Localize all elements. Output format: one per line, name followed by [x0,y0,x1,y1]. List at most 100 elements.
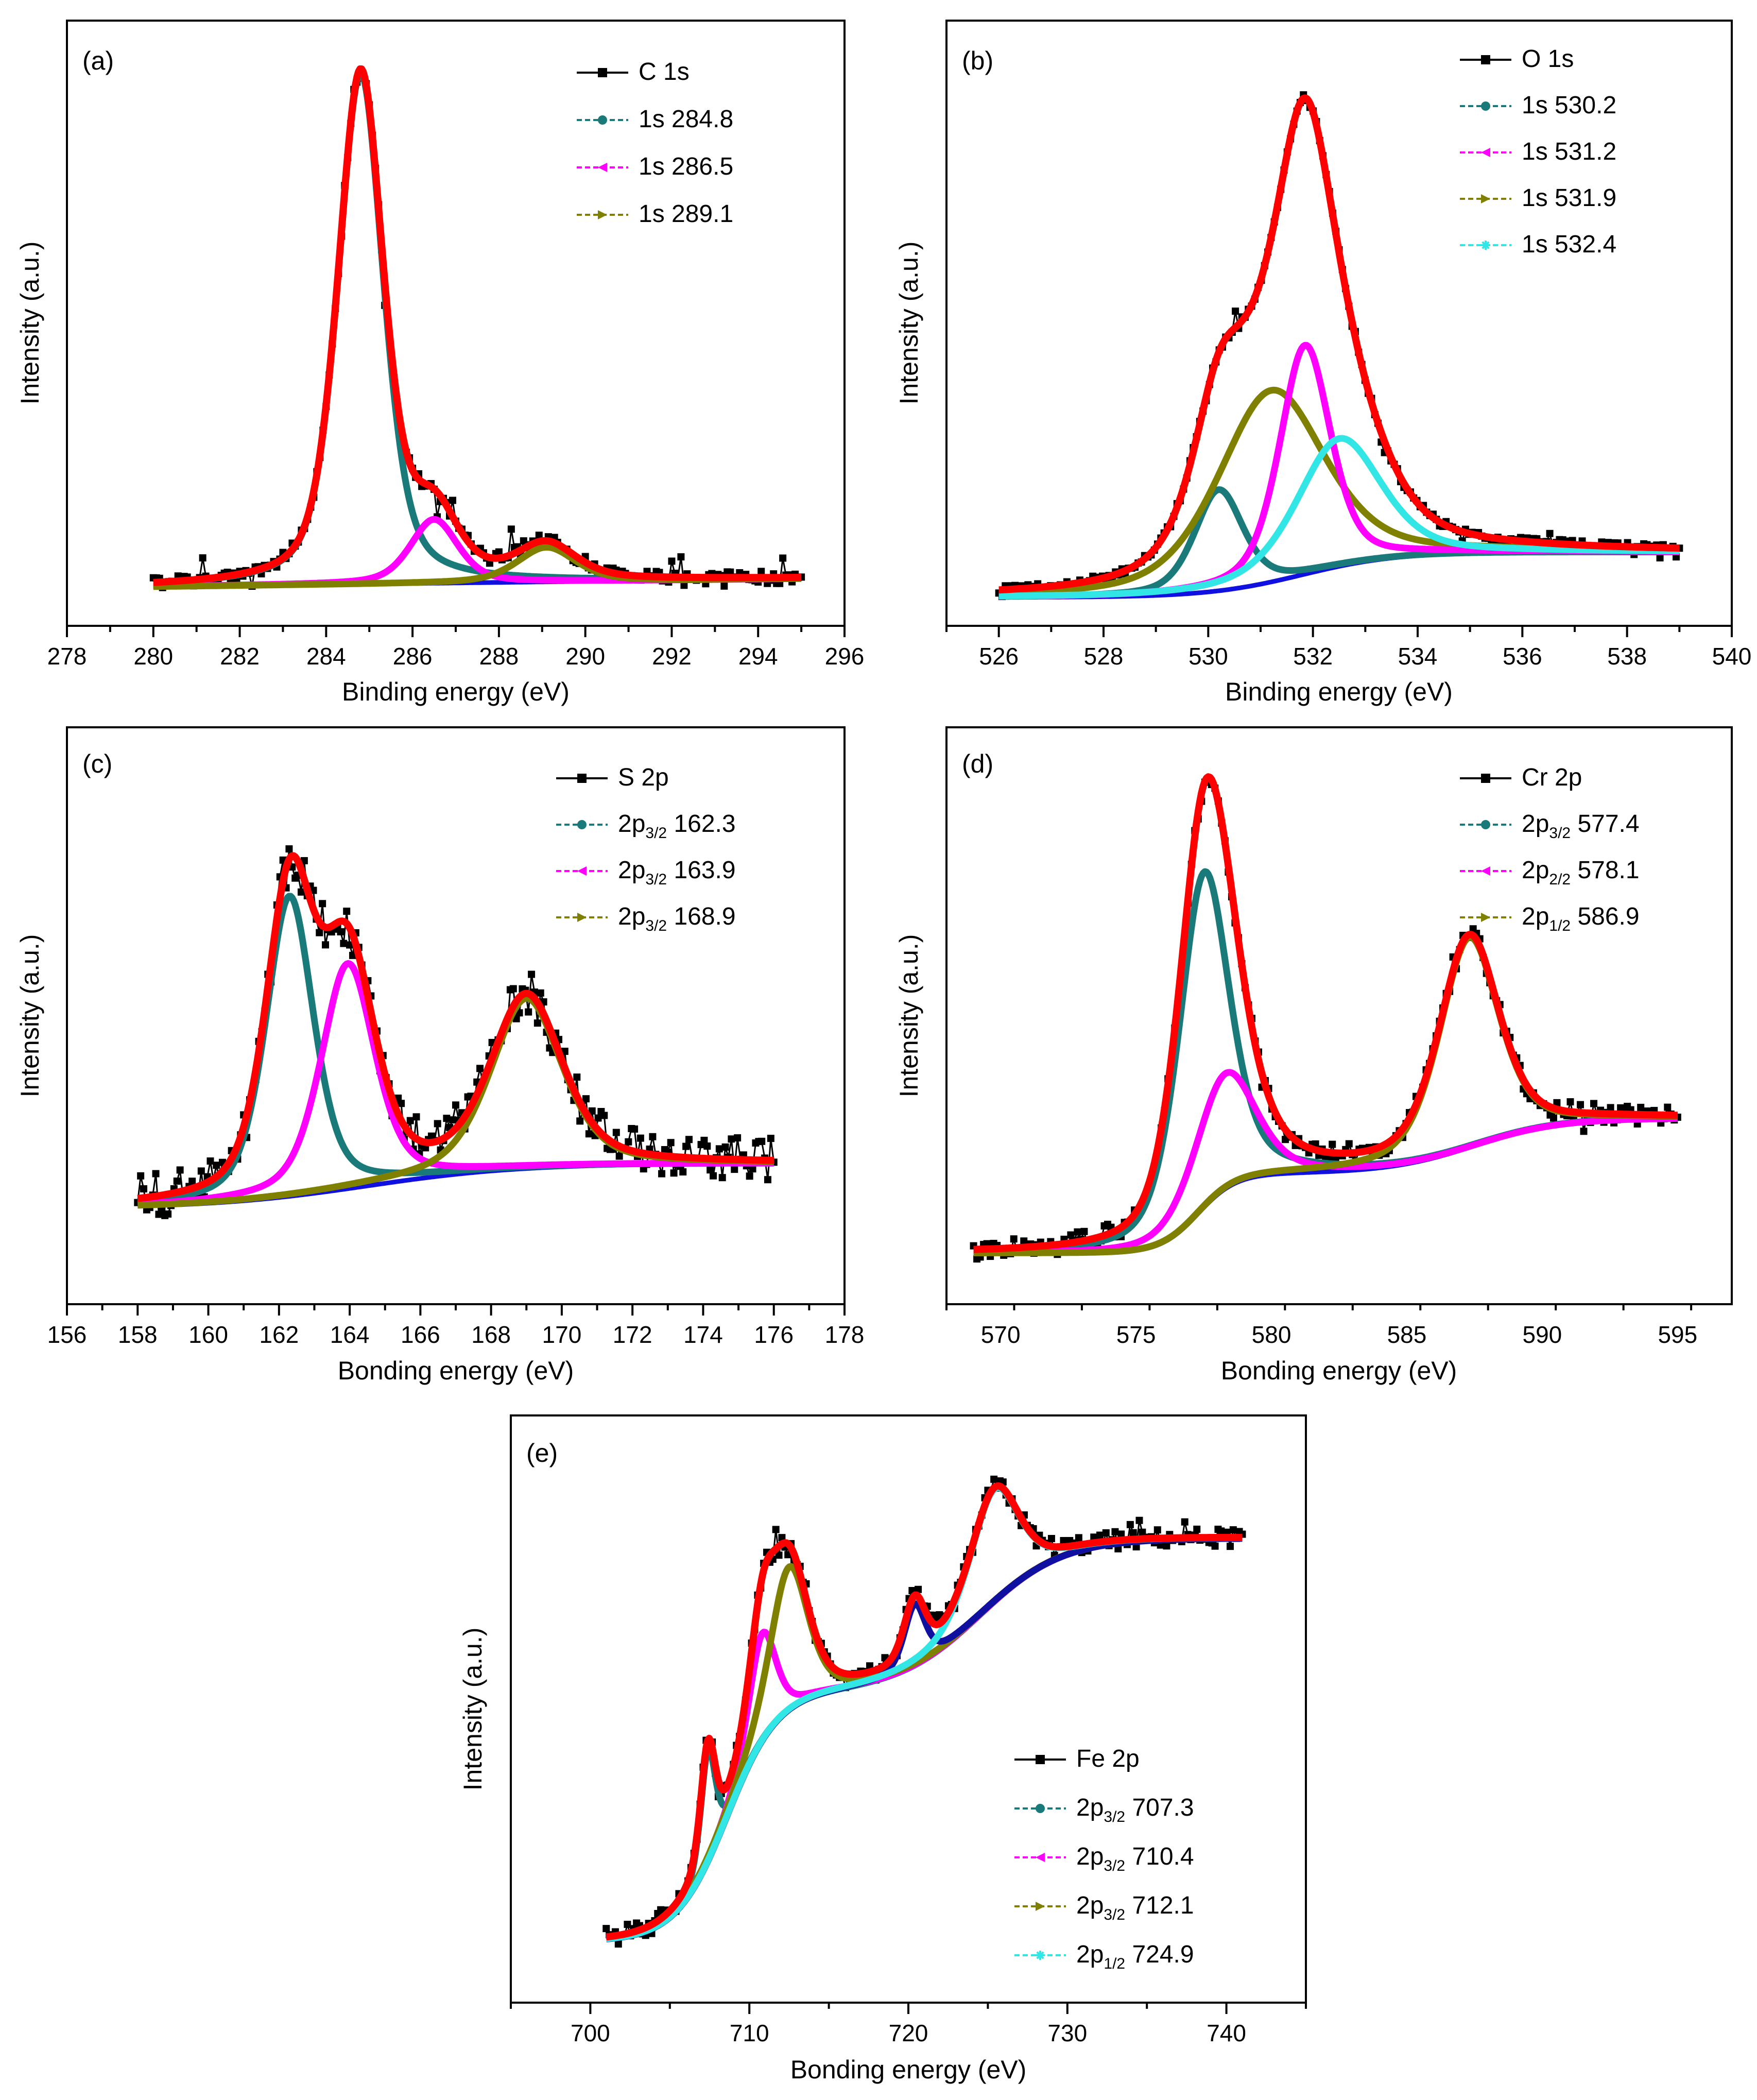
legend-marker [1036,1951,1045,1960]
raw-data-point [718,1174,726,1182]
raw-data-point [1345,1140,1353,1148]
legend-label: 1s 531.2 [1522,138,1616,165]
x-tick-label: 528 [1084,643,1124,670]
raw-data-point [316,929,323,936]
x-tick-label: 166 [401,1321,440,1348]
raw-data-point [452,1101,459,1109]
envelope-fit-line [996,94,1682,594]
x-tick-label: 526 [979,643,1019,670]
raw-data-point [1075,1534,1082,1542]
x-tick-label: 286 [393,643,433,670]
raw-data-point [734,1134,742,1142]
raw-data-point [509,985,517,993]
plot-frame [945,20,1733,627]
x-tick-label: 720 [889,2020,928,2046]
raw-data-point [720,582,728,590]
legend-entry: Fe 2p [1014,1745,1140,1772]
raw-data-point [668,557,676,565]
legend: C 1s 1s 284.8 1s 286.5 1s 289.1 [577,58,733,228]
raw-data-point [1117,1530,1125,1538]
x-tick-label: 170 [542,1321,582,1348]
curves [149,65,805,591]
legend-label: 1s 286.5 [639,153,733,180]
raw-data-point [164,1210,172,1218]
raw-data-point [1080,1227,1088,1235]
legend-entry: 2p3/2 168.9 [556,903,736,934]
raw-data-point [1074,1228,1081,1236]
x-tick-label: 278 [47,643,87,670]
raw-data-point [1549,1114,1557,1122]
raw-data-point [990,1475,998,1483]
raw-data-point [337,928,344,935]
raw-data-point [1607,1104,1614,1112]
raw-data-point [710,1172,717,1180]
x-tick-label: 160 [188,1321,228,1348]
legend-marker [1036,1902,1045,1911]
raw-data-point [535,532,543,539]
x-axis-label: Bonding energy (eV) [790,2055,1027,2084]
legend-label: 2p3/2 162.3 [618,810,736,842]
legend-marker [1481,55,1490,64]
x-tick-label: 290 [565,643,605,670]
raw-data-point [188,1177,196,1185]
raw-data-point [476,1065,484,1072]
x-tick-label: 700 [571,2020,610,2046]
raw-data-point [625,1138,632,1146]
y-axis-label: Intensity (a.u.) [15,242,44,405]
panel-b-o1s: 526 528 530 532 534 536 538 540 (b) Binding ene… [894,20,1751,706]
raw-data-point [657,1906,665,1914]
raw-data-point [1047,1534,1055,1542]
legend-entry: 2p1/2 586.9 [1460,903,1640,934]
x-tick-label: 296 [825,643,865,670]
envelope-fit-line [971,773,1680,1253]
component-peak-532.5 [997,435,1681,600]
x-tick-label: 590 [1523,1321,1562,1348]
legend-marker [598,68,607,77]
legend-label: 2p3/2 163.9 [618,857,736,888]
panel-label: (c) [82,749,112,778]
x-axis-ticks: 700 710 720 730 740 [510,2003,1307,2046]
legend-marker [1481,866,1490,876]
x-tick-label: 284 [306,643,346,670]
legend-label: O 1s [1522,45,1574,73]
legend-marker [577,820,587,829]
legend-entry: 2p1/2 724.9 [1014,1941,1194,1972]
legend-label: Fe 2p [1076,1745,1140,1772]
legend-entry: 1s 531.2 [1460,138,1616,165]
panel-label: (b) [962,46,993,75]
raw-data-point [561,1048,569,1055]
legend-label: 2p1/2 586.9 [1522,903,1640,934]
raw-data-point [343,908,351,915]
legend-marker [1481,820,1490,829]
raw-data-point [576,1117,584,1125]
raw-data-point [636,1134,644,1142]
x-tick-label: 534 [1398,643,1438,670]
x-tick-label: 164 [330,1321,370,1348]
raw-data-point [1096,1531,1104,1539]
legend-marker [577,913,587,922]
legend-marker [1036,1755,1045,1764]
raw-data-point [158,1206,166,1214]
raw-data-point [319,900,326,908]
raw-data-point [197,1167,205,1175]
legend-label: 2p3/2 710.4 [1076,1843,1194,1874]
legend-marker [1036,1853,1045,1862]
legend-entry: O 1s [1460,45,1574,73]
raw-data-point [1163,1542,1170,1550]
raw-data-point [285,845,293,853]
raw-data-point [728,1135,735,1143]
raw-data-point [1590,1100,1598,1107]
x-axis-ticks: 278 280 282 284 286 288 290 292 294 296 [47,626,865,670]
panel-label: (a) [82,46,114,75]
raw-data-point [758,1137,766,1145]
raw-data-point [680,582,688,589]
x-tick-label: 530 [1188,643,1228,670]
legend-marker [598,163,607,172]
legend-label: 2p3/2 577.4 [1522,810,1640,842]
raw-data-point [667,1139,675,1147]
x-tick-label: 595 [1658,1321,1697,1348]
raw-data-point [173,1177,181,1185]
legend-marker [1036,1804,1045,1813]
legend-label: S 2p [618,764,669,791]
panel-a-c1s: 278 280 282 284 286 288 290 292 294 296 (a) Bindi… [15,20,865,706]
